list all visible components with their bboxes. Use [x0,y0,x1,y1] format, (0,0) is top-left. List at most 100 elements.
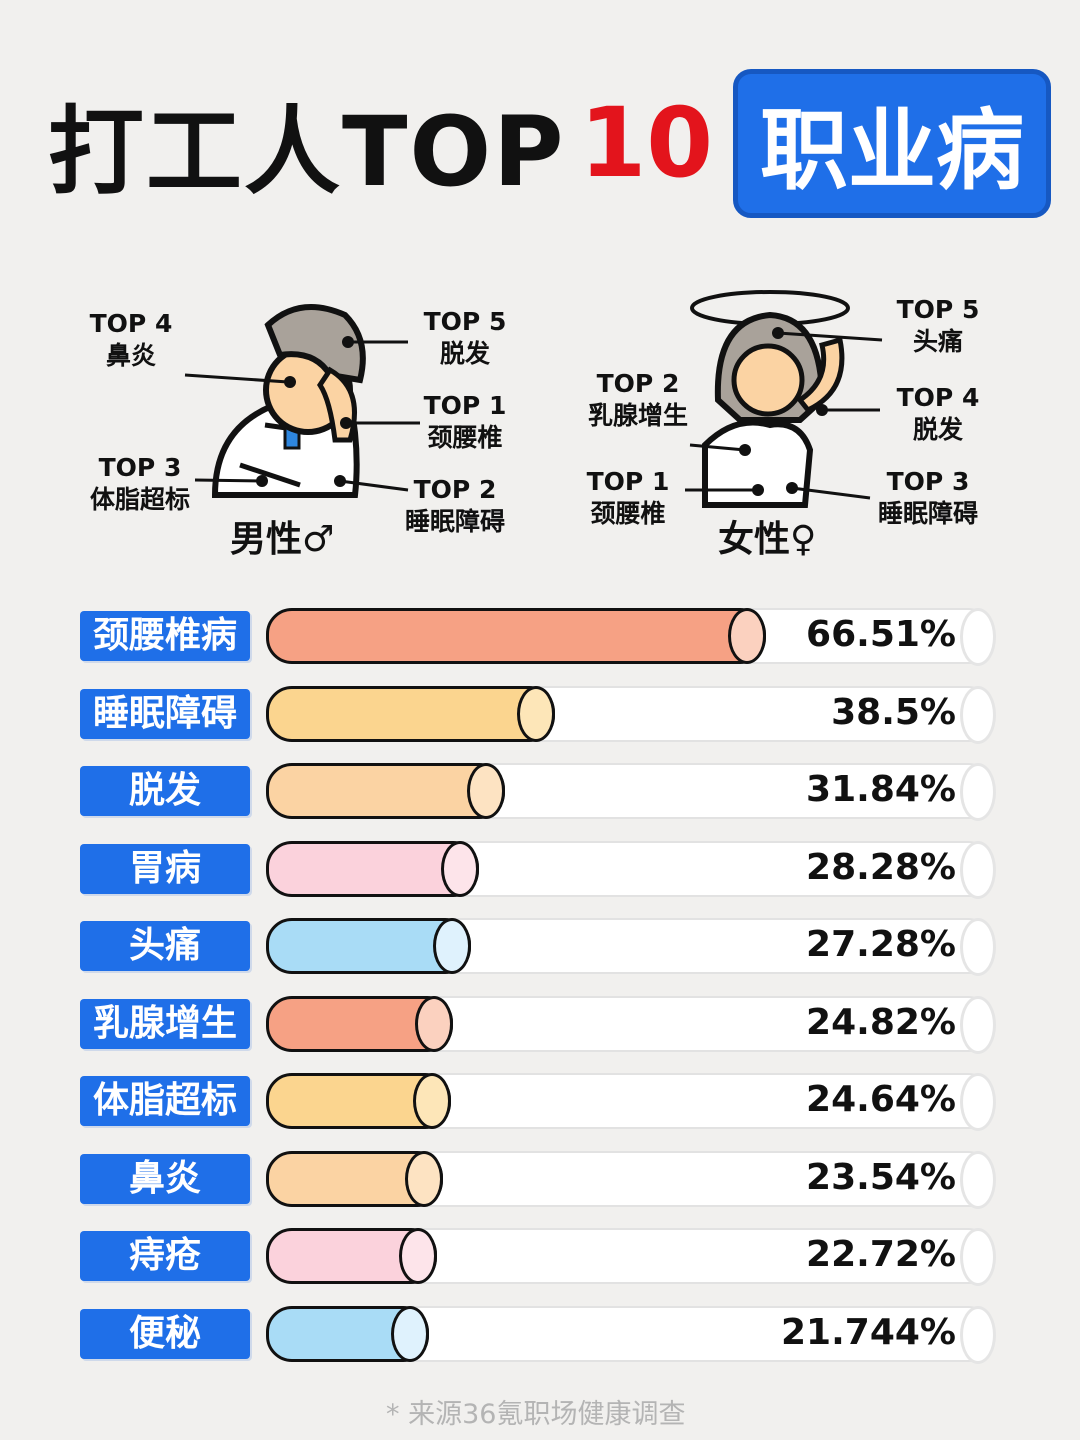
bar-row: 便秘 21.744% [80,1305,1010,1364]
bar-fill-cap [433,918,472,974]
male-label-3-name: 颈腰椎 [427,423,503,452]
bar-track-end [960,763,996,821]
bar-row: 乳腺增生 24.82% [80,995,1010,1054]
bar-category-label: 脱发 [80,766,250,816]
male-label-1-name: 鼻炎 [105,341,156,370]
bar-track-end [960,918,996,976]
bar-value-label: 27.28% [806,924,956,965]
bar-track-end [960,608,996,666]
bar-fill [266,995,453,1052]
bar-fill-cap [517,685,556,742]
bar-row: 体脂超标 24.64% [80,1073,1010,1131]
female-label-5: TOP 3 睡眠障碍 [868,466,988,530]
bar-row: 痔疮 22.72% [80,1228,1010,1286]
bar-fill-cap [413,1073,452,1129]
male-label-3: TOP 1 颈腰椎 [415,390,515,454]
bar-category-label: 乳腺增生 [80,998,250,1049]
bar-category-label: 颈腰椎病 [80,611,250,661]
bar-category-label: 睡眠障碍 [80,688,250,739]
bar-value-label: 22.72% [806,1234,956,1275]
bar-row: 颈腰椎病 66.51% [80,608,1010,666]
bar-fill-cap [728,608,766,664]
bar-track-end [960,995,996,1054]
female-label-1-rank: TOP 5 [896,295,980,324]
female-label-4-rank: TOP 1 [586,467,670,496]
male-label-5: TOP 2 睡眠障碍 [395,474,515,538]
bar-fill-cap [391,1305,430,1362]
bar-row: 头痛 27.28% [80,918,1010,976]
bar-value-label: 21.744% [781,1311,956,1353]
bar-category-label: 痔疮 [80,1231,250,1281]
male-label-5-name: 睡眠障碍 [404,507,505,536]
female-label-1-name: 头痛 [912,327,963,356]
bar-category-label: 鼻炎 [80,1153,250,1204]
bar-row: 胃病 28.28% [80,840,1010,899]
female-label-2-name: 乳腺增生 [587,401,688,430]
title-part3: 职业病 [733,68,1052,218]
bar-fill [266,840,479,897]
bar-track-end [960,1228,996,1286]
male-label-2: TOP 5 脱发 [415,306,515,370]
male-label-5-rank: TOP 2 [413,475,497,504]
bar-row: 睡眠障碍 38.5% [80,685,1010,744]
title-part1: 打工人TOP [48,95,566,208]
illustration-svg [184,290,883,508]
bar-fill [266,1073,452,1129]
female-label-2: TOP 2 乳腺增生 [578,368,698,432]
female-label-1: TOP 5 头痛 [890,294,986,358]
bar-fill-cap [398,1228,437,1284]
bar-value-label: 24.64% [806,1079,956,1120]
female-label-4: TOP 1 颈腰椎 [580,466,676,530]
male-label-4: TOP 3 体脂超标 [80,452,200,516]
male-label-1-rank: TOP 4 [89,309,173,338]
bar-fill [266,1228,437,1284]
bar-value-label: 31.84% [806,769,956,810]
bar-value-label: 24.82% [806,1001,956,1043]
bar-value-label: 38.5% [831,691,956,733]
male-label-4-rank: TOP 3 [98,453,182,482]
female-gender-label: 女性♀ [718,519,817,560]
female-label-5-rank: TOP 3 [886,467,970,496]
bar-track-end [960,685,996,744]
bar-track-end [960,1073,996,1131]
bar-category-label: 胃病 [80,843,250,894]
bar-value-label: 28.28% [806,846,956,888]
bar-fill-cap [440,840,479,897]
bar-fill [266,608,766,664]
male-label-3-rank: TOP 1 [423,391,507,420]
bar-fill [266,763,506,819]
bar-fill-cap [414,995,453,1052]
female-label-4-name: 颈腰椎 [590,499,666,528]
bar-row: 脱发 31.84% [80,763,1010,821]
bar-fill [266,918,472,974]
illustration-area: TOP 4 鼻炎 TOP 5 脱发 TOP 1 颈腰椎 TOP 3 体脂超标 T… [0,280,1080,580]
bar-fill [266,685,556,742]
bar-fill [266,1305,430,1362]
bar-category-label: 体脂超标 [80,1076,250,1126]
female-figure [685,290,883,508]
female-label-5-name: 睡眠障碍 [877,499,978,528]
male-label-4-name: 体脂超标 [89,485,190,514]
bar-fill-cap [467,763,506,819]
bar-category-label: 便秘 [80,1308,250,1359]
bar-category-label: 头痛 [80,921,250,971]
bar-track-end [960,1150,996,1209]
bar-value-label: 23.54% [806,1156,956,1198]
male-gender-label: 男性♂ [230,519,335,560]
bar-track-end [960,1305,996,1364]
female-label-3: TOP 4 脱发 [890,382,986,446]
female-label-3-rank: TOP 4 [896,383,980,412]
female-label-3-name: 脱发 [912,415,963,444]
bar-row: 鼻炎 23.54% [80,1150,1010,1209]
female-label-2-rank: TOP 2 [596,369,680,398]
male-label-2-rank: TOP 5 [423,307,507,336]
source-note: * 来源36氪职场健康调查 [386,1399,686,1430]
title-part2: 10 [579,87,714,199]
page-title: 打工人TOP 10 职业病 [48,68,1052,218]
male-label-1: TOP 4 鼻炎 [88,308,174,372]
bar-fill [266,1150,443,1207]
bar-value-label: 66.51% [806,614,956,655]
male-figure [184,304,420,498]
male-label-2-name: 脱发 [439,339,490,368]
bar-fill-cap [404,1150,443,1207]
